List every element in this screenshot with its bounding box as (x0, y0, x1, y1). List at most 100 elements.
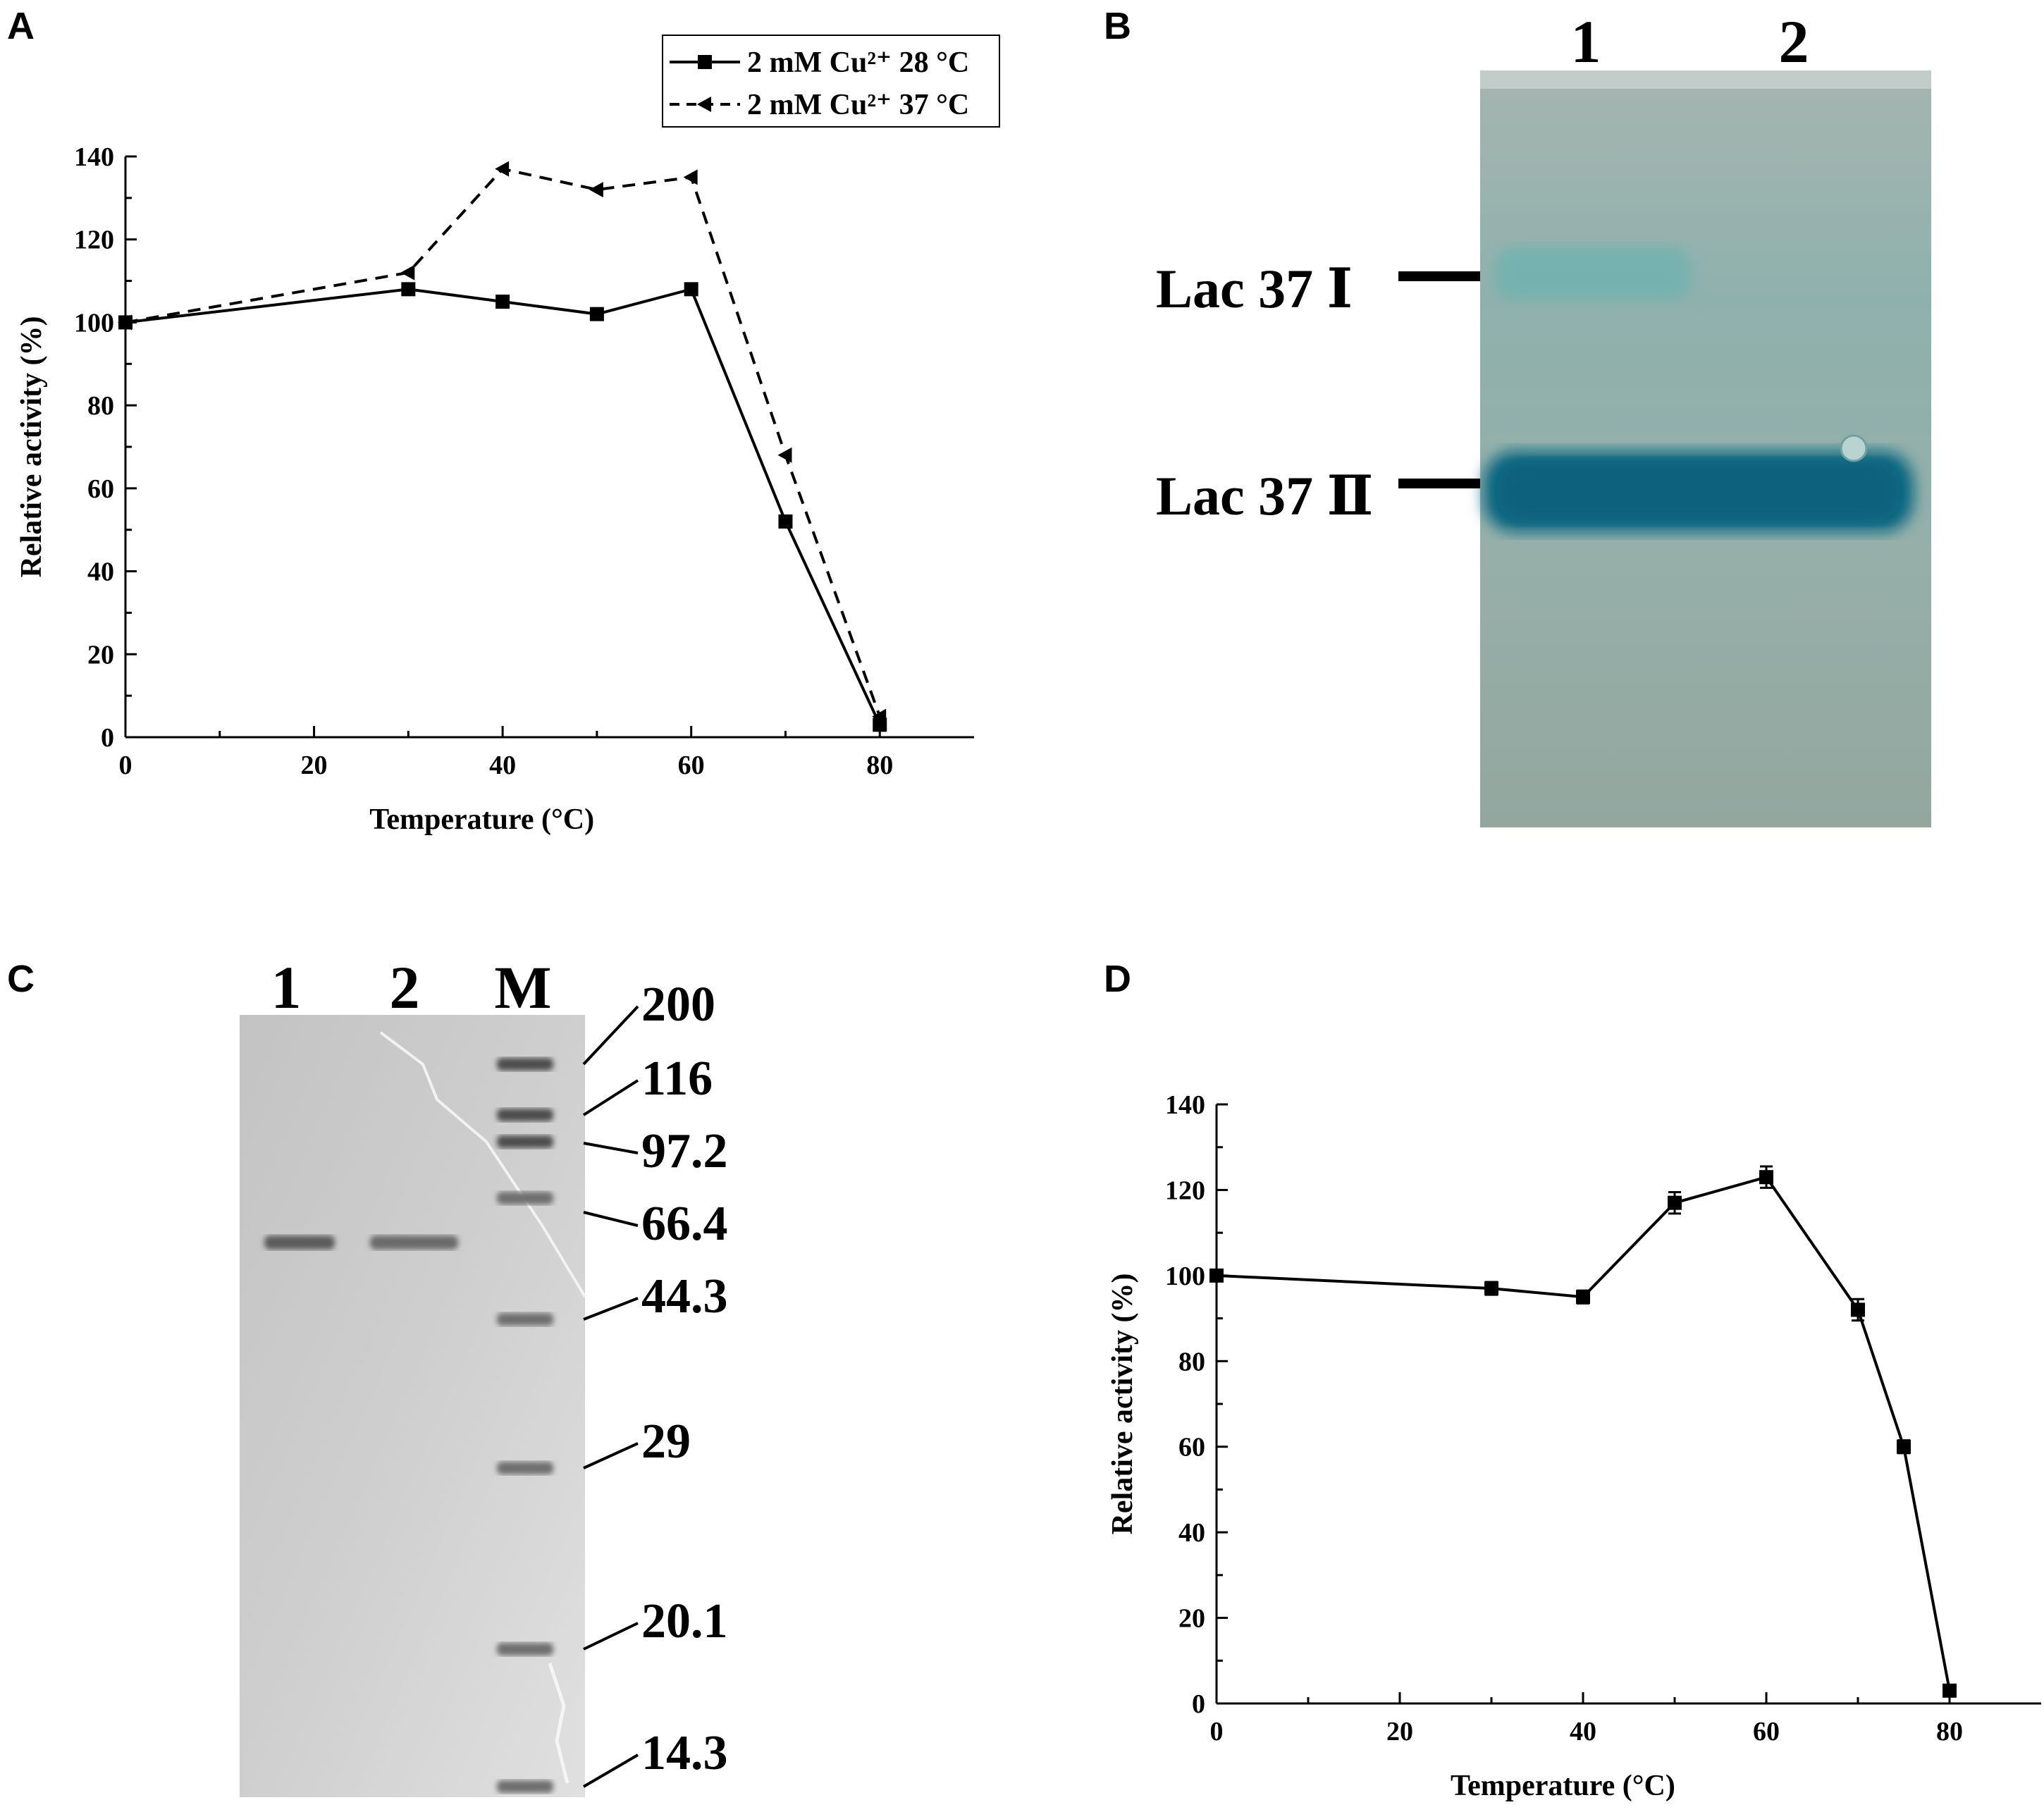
data-point (1576, 1290, 1590, 1305)
chart-a: 0 20 40 60 80 0 20 40 60 80 100 120 140 Temperature (… (16, 35, 1000, 836)
x-tick-label: 60 (1753, 1717, 1780, 1746)
y-tick-label: 80 (87, 391, 114, 421)
series-line-0 (125, 287, 882, 726)
data-point (589, 307, 604, 321)
y-tick-label: 0 (101, 723, 114, 753)
chart-a-legend: 2 mM Cu²⁺ 28 °C 2 mM Cu²⁺ 37 °C (662, 35, 1000, 128)
x-tick-label: 0 (119, 751, 133, 780)
data-point (777, 447, 792, 463)
gel-c-sample-band (264, 1235, 335, 1250)
gel-b-band-label: Lac 37 Ⅰ (1156, 258, 1353, 319)
data-point (589, 182, 603, 198)
data-point (684, 282, 698, 297)
gel-c-marker-pointer (583, 1622, 639, 1651)
x-tick-label: 60 (678, 751, 705, 780)
gel-c-marker-label: 97.2 (641, 1124, 728, 1178)
gel-c-marker-pointer (582, 1005, 639, 1066)
gel-b-bubble (1840, 434, 1868, 462)
gel-c-marker-band (497, 1109, 553, 1121)
chart-a-series (118, 161, 887, 732)
gel-c-marker-band (497, 1135, 553, 1148)
gel-c-background (240, 1015, 585, 1797)
legend-marker (698, 55, 712, 69)
data-point (778, 514, 793, 529)
data-point (1209, 1268, 1224, 1283)
gel-c-marker-pointer (583, 1297, 639, 1321)
y-tick-label: 100 (74, 308, 114, 338)
x-axis-title: Temperature (°C) (1451, 1770, 1675, 1802)
gel-c-marker-band (497, 1058, 553, 1071)
gel-c-marker-label: 20.1 (641, 1594, 728, 1648)
y-tick-label: 120 (1165, 1176, 1205, 1205)
gel-c-marker-pointer (583, 1211, 639, 1227)
data-point (401, 282, 416, 297)
gel-b-band-lac37-i (1494, 247, 1692, 300)
gel-c-marker-label: 116 (641, 1052, 713, 1106)
data-point (495, 295, 510, 309)
y-tick-label: 140 (74, 142, 114, 172)
legend-entry: 2 mM Cu²⁺ 37 °C (747, 89, 969, 121)
sds-page-gel-c: 1 2 M 200 116 97.2 66.4 44.3 29 20.1 14.3 (240, 959, 728, 1797)
gel-c-marker-pointer (582, 1754, 639, 1788)
data-point (1897, 1439, 1911, 1454)
series-line-1 (125, 167, 882, 717)
gel-c-marker-label: 29 (641, 1415, 691, 1469)
chart-d-axes: 0 20 40 60 80 0 20 40 60 80 100 120 140 Temperature (… (1107, 1090, 2041, 1802)
data-point (683, 169, 698, 185)
gel-c-marker-band (497, 1462, 553, 1474)
x-tick-label: 20 (1386, 1717, 1413, 1746)
chart-a-axes: 0 20 40 60 80 0 20 40 60 80 100 120 140 Temperature (… (16, 142, 974, 836)
gel-b-lane-label: 1 (1571, 8, 1601, 75)
y-tick-label: 20 (1178, 1604, 1205, 1634)
gel-c-marker-band (497, 1780, 553, 1793)
gel-c-marker-pointer (583, 1142, 639, 1154)
gel-c-lane-label: 1 (271, 959, 302, 1021)
x-tick-label: 80 (866, 751, 893, 780)
gel-c-sample-band (370, 1235, 458, 1250)
gel-c-marker-band (497, 1313, 553, 1326)
gel-c-marker-pointer (583, 1442, 639, 1469)
y-tick-label: 40 (87, 557, 114, 587)
gel-b-lane-label: 2 (1779, 8, 1809, 75)
gel-c-marker-band (497, 1643, 553, 1656)
data-point (118, 314, 132, 331)
gel-c-marker-label: 44.3 (641, 1269, 728, 1324)
data-point (1943, 1683, 1957, 1698)
native-page-gel-b: 1 2 Lac 37 Ⅰ Lac 37 Ⅱ (1156, 8, 1931, 827)
x-tick-label: 40 (1570, 1717, 1596, 1746)
gel-c-marker-label: 66.4 (641, 1197, 728, 1251)
gel-c-marker-band (497, 1192, 553, 1204)
x-tick-label: 20 (301, 751, 328, 780)
gel-b-band-label: Lac 37 Ⅱ (1156, 465, 1373, 526)
gel-c-lane-label: M (494, 959, 551, 1021)
x-tick-label: 0 (1210, 1717, 1224, 1746)
x-tick-label: 40 (489, 751, 516, 780)
data-point (400, 264, 415, 281)
gel-c-marker-pointer (582, 1079, 639, 1116)
y-tick-label: 100 (1165, 1262, 1205, 1291)
x-axis-title: Temperature (°C) (369, 803, 594, 836)
y-axis-title: Relative activity (%) (16, 316, 48, 578)
y-tick-label: 120 (74, 226, 114, 255)
panel-letter-d: D (1104, 958, 1131, 1000)
y-tick-label: 60 (1178, 1433, 1205, 1462)
series-line-0 (1216, 1175, 1951, 1691)
data-point (1668, 1195, 1682, 1210)
y-tick-label: 140 (1165, 1090, 1205, 1120)
data-point (872, 708, 887, 725)
legend-marker (697, 97, 711, 112)
panel-letter-b: B (1104, 5, 1131, 47)
data-point (1759, 1170, 1773, 1185)
chart-d-series (1209, 1165, 1957, 1698)
chart-d: 0 20 40 60 80 0 20 40 60 80 100 120 140 Temperature (… (1107, 1090, 2041, 1802)
data-point (495, 161, 510, 177)
legend-entry: 2 mM Cu²⁺ 28 °C (747, 47, 969, 79)
y-tick-label: 20 (87, 640, 114, 670)
gel-c-marker-label: 200 (641, 978, 715, 1032)
y-tick-label: 60 (87, 474, 114, 504)
gel-c-marker-label: 14.3 (641, 1726, 728, 1780)
x-tick-label: 80 (1936, 1717, 1963, 1746)
y-tick-label: 80 (1178, 1347, 1205, 1376)
y-axis-title: Relative activity (%) (1107, 1274, 1139, 1535)
